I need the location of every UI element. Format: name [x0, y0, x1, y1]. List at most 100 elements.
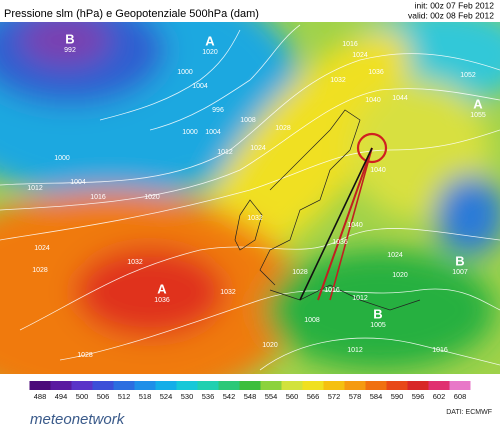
colorbar-swatch [29, 381, 51, 390]
colorbar-swatch [71, 381, 93, 390]
colorbar-label: 554 [265, 392, 278, 401]
colorbar-swatch [260, 381, 282, 390]
colorbar-swatch [428, 381, 450, 390]
isobar-label: 1032 [127, 259, 143, 266]
pressure-center-value: 1005 [370, 322, 386, 329]
colorbar-label: 578 [349, 392, 362, 401]
isobar-label: 1008 [240, 117, 256, 124]
colorbar-label: 488 [34, 392, 47, 401]
data-source: DATI: ECMWF [446, 409, 492, 416]
colorbar-swatch [197, 381, 219, 390]
isobar-label: 1028 [275, 125, 291, 132]
pressure-center-letter: A [157, 281, 167, 296]
colorbar-swatch [281, 381, 303, 390]
colorbar-swatch [134, 381, 156, 390]
isobar-label: 1052 [460, 72, 476, 79]
isobar-label: 1024 [250, 145, 266, 152]
isobar-label: 1000 [177, 69, 193, 76]
map-title: Pressione slm (hPa) e Geopotenziale 500h… [4, 8, 259, 20]
isobar-label: 1020 [392, 272, 408, 279]
colorbar-swatch [92, 381, 114, 390]
valid-time: valid: 00z 08 Feb 2012 [408, 10, 494, 20]
pressure-center-value: 1036 [154, 297, 170, 304]
pressure-center-value: 1055 [470, 112, 486, 119]
isobar-label: 1012 [27, 185, 43, 192]
isobar-label: 1028 [32, 267, 48, 274]
isobar-label: 1012 [347, 347, 363, 354]
colorbar-label: 572 [328, 392, 341, 401]
isobar-label: 1000 [54, 155, 70, 162]
colorbar-label: 500 [76, 392, 89, 401]
isobar-label: 1020 [144, 194, 160, 201]
colorbar-label: 566 [307, 392, 320, 401]
isobar-label: 1004 [70, 179, 86, 186]
colorbar-swatch [323, 381, 345, 390]
colorbar-label: 536 [202, 392, 215, 401]
colorbar-label: 530 [181, 392, 194, 401]
colorbar-label: 542 [223, 392, 236, 401]
isobar-label: 1040 [370, 167, 386, 174]
colorbar-swatch [218, 381, 240, 390]
colorbar-label: 506 [97, 392, 110, 401]
colorbar-label: 590 [391, 392, 404, 401]
isobar-label: 1004 [192, 83, 208, 90]
colorbar-label: 584 [370, 392, 383, 401]
isobar-label: 996 [212, 107, 224, 114]
colorbar-swatch [449, 381, 471, 390]
pressure-center-value: 1020 [202, 49, 218, 56]
colorbar-swatch [239, 381, 261, 390]
colorbar-swatch [113, 381, 135, 390]
colorbar-label: 512 [118, 392, 131, 401]
colorbar-swatch [50, 381, 72, 390]
isobar-label: 1028 [292, 269, 308, 276]
isobar-label: 1016 [90, 194, 106, 201]
colorbar-swatch [176, 381, 198, 390]
isobar-label: 1016 [342, 41, 358, 48]
isobar-label: 1044 [392, 95, 408, 102]
colorbar-swatch [365, 381, 387, 390]
colorbar-label: 608 [454, 392, 467, 401]
isobar-label: 1028 [77, 352, 93, 359]
isobar-label: 1024 [387, 252, 403, 259]
colorbar-label: 524 [160, 392, 173, 401]
isobar-label: 1012 [352, 295, 368, 302]
colorbar-swatch [386, 381, 408, 390]
isobar-label: 1016 [324, 287, 340, 294]
pressure-center-letter: B [373, 306, 382, 321]
isobar-label: 1032 [220, 289, 236, 296]
isobar-label: 1004 [205, 129, 221, 136]
isobar-label: 1040 [365, 97, 381, 104]
colorbar-swatch [344, 381, 366, 390]
isobar-label: 1000 [182, 129, 198, 136]
isobar-label: 1020 [262, 342, 278, 349]
isobar-label: 1040 [347, 222, 363, 229]
isobar-label: 1012 [217, 149, 233, 156]
pressure-center-letter: A [473, 96, 483, 111]
pressure-center-letter: B [455, 253, 464, 268]
pressure-center-letter: A [205, 33, 215, 48]
pressure-center-letter: B [65, 31, 74, 46]
colorbar-label: 518 [139, 392, 152, 401]
isobar-label: 1016 [432, 347, 448, 354]
isobar-label: 1008 [304, 317, 320, 324]
pressure-center-value: 1007 [452, 269, 468, 276]
isobar-label: 1036 [332, 239, 348, 246]
colorbar-swatch [155, 381, 177, 390]
isobar-label: 1032 [330, 77, 346, 84]
isobar-label: 1024 [34, 245, 50, 252]
colorbar-label: 548 [244, 392, 257, 401]
init-time: init: 00z 07 Feb 2012 [415, 0, 495, 10]
colorbar-swatch [407, 381, 429, 390]
colorbar-label: 602 [433, 392, 446, 401]
isobar-label: 1036 [368, 69, 384, 76]
colorbar-swatch [302, 381, 324, 390]
colorbar-label: 494 [55, 392, 68, 401]
isobar-label: 1024 [352, 52, 368, 59]
logo: meteonetwork [30, 411, 126, 428]
pressure-center-value: 992 [64, 47, 76, 54]
isobar-label: 1032 [247, 215, 263, 222]
colorbar-label: 560 [286, 392, 299, 401]
colorbar-label: 596 [412, 392, 425, 401]
